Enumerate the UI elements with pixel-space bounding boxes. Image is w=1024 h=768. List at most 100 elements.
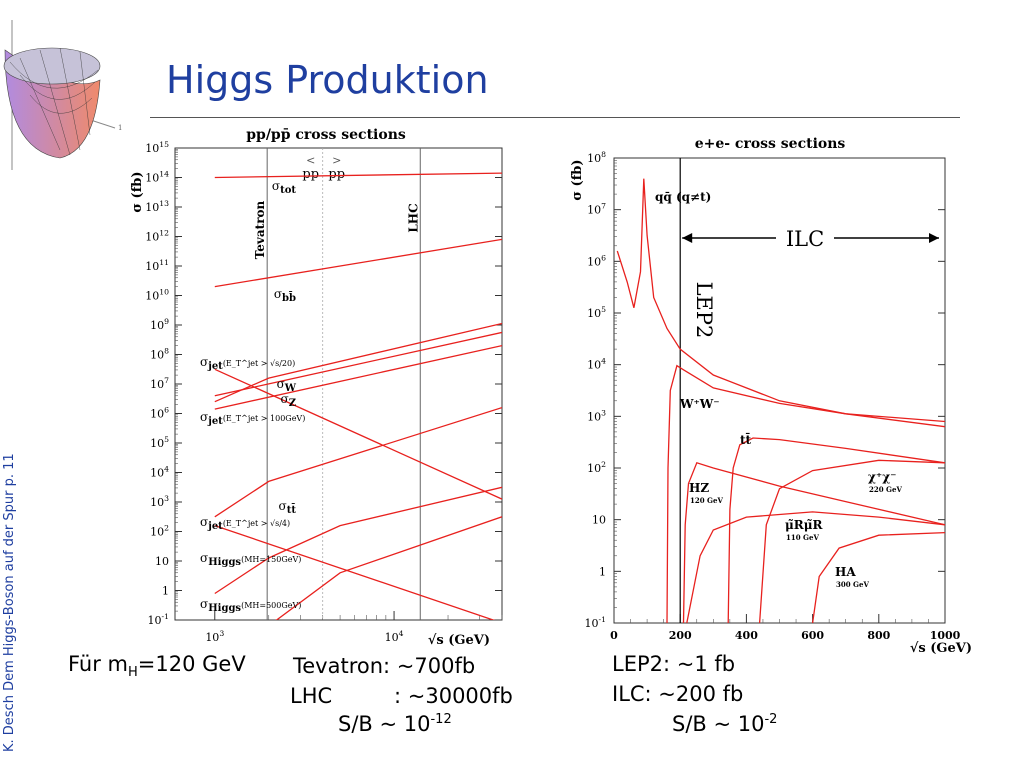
pp-series-line <box>214 344 502 410</box>
caption-lhc-value: : ~30000fb <box>394 684 513 708</box>
caption-tevatron: Tevatron: ~700fb <box>293 654 476 678</box>
ee-series-sublabel: 220 GeV <box>869 485 902 494</box>
pp-x-tick-label: 104 <box>385 629 404 644</box>
pp-arrow: > <box>332 154 341 167</box>
svg-text:1: 1 <box>118 124 122 132</box>
ee-y-tick-label: 104 <box>587 357 606 372</box>
ee-x-tick-label: 800 <box>867 629 890 642</box>
caption-higgs-mass: Für mH=120 GeV <box>68 652 246 680</box>
caption-mh-prefix: Für m <box>68 652 129 676</box>
pp-y-tick-label: 1013 <box>145 199 169 214</box>
pp-bar-label: pp <box>302 167 319 182</box>
pp-series-label: σtot <box>272 179 296 196</box>
pp-series-label: σHiggs(MH=150GeV) <box>200 551 301 568</box>
caption-sb-left-exp: -12 <box>430 712 452 727</box>
ee-x-tick-label: 400 <box>735 629 758 642</box>
pp-series-label: σtt̄ <box>279 499 297 516</box>
caption-sb-right: S/B ~ 10-2 <box>672 712 777 736</box>
pp-series-label: σbb̄ <box>274 287 296 304</box>
lep2-label: LEP2 <box>692 282 716 339</box>
caption-sb-right-prefix: S/B ~ 10 <box>672 712 765 736</box>
pp-series-line <box>214 368 502 500</box>
caption-mh-suffix: =120 GeV <box>137 652 246 676</box>
ee-y-axis-label: σ (fb) <box>570 159 585 200</box>
ilc-arrowhead-right <box>929 233 939 243</box>
caption-mh-sub: H <box>128 665 138 681</box>
ee-series-group <box>616 178 945 623</box>
pp-series-line <box>214 486 502 595</box>
pp-series-label: σHiggs(MH=500GeV) <box>200 597 301 614</box>
ilc-label: ILC <box>786 227 824 251</box>
pp-series-label: σjet(E_T^jet > √s/20) <box>200 355 295 372</box>
ee-series-label: HA <box>835 565 856 579</box>
ee-series-label: W⁺W⁻ <box>679 397 720 411</box>
ee-y-tick-label: 103 <box>587 408 606 423</box>
pp-series-line <box>214 322 502 403</box>
pp-bar-arrow: < <box>306 154 315 167</box>
caption-ilc: ILC: ~200 fb <box>612 682 744 706</box>
ee-x-tick-label: 0 <box>610 629 618 642</box>
pp-x-tick-label: 103 <box>205 629 224 644</box>
pp-y-tick-label: 104 <box>150 465 169 480</box>
pp-series-line <box>275 516 502 620</box>
ee-series-label: μ̃Rμ̃R <box>785 518 824 532</box>
pp-y-tick-label: 1014 <box>145 170 169 185</box>
ee-series-label: HZ <box>689 481 709 495</box>
ee-series-line <box>811 531 945 623</box>
caption-sb-left-prefix: S/B ~ 10 <box>338 712 431 736</box>
ee-series-line <box>682 461 945 623</box>
pp-series-label: σW <box>277 377 297 394</box>
ee-series-sublabel: 300 GeV <box>836 580 869 589</box>
ee-y-tick-label: 105 <box>587 305 606 320</box>
ee-series-label: χ⁺χ⁻ <box>868 470 896 484</box>
pp-y-tick-label: 10-1 <box>148 612 170 627</box>
pp-y-tick-label: 1011 <box>145 258 169 273</box>
caption-sb-left: S/B ~ 10-12 <box>338 712 452 736</box>
ee-x-tick-label: 1000 <box>930 629 961 642</box>
caption-sb-right-exp: -2 <box>764 712 778 727</box>
ee-y-tick-label: 108 <box>587 150 606 165</box>
ee-series-label: qq̄ (q≠t) <box>655 190 711 204</box>
pp-series-line <box>214 524 496 620</box>
ee-y-tick-label: 10 <box>592 514 606 527</box>
pp-y-tick-label: 1010 <box>145 288 169 303</box>
slide-title: Higgs Produktion <box>166 58 489 102</box>
ee-series-label: tt̄ <box>740 431 752 447</box>
ee-y-tick-label: 1 <box>599 565 606 578</box>
ee-series-line <box>758 459 945 623</box>
pp-series-group <box>214 172 502 620</box>
pp-series-label: σjet(E_T^jet > 100GeV) <box>200 410 305 427</box>
pp-series-line <box>214 172 502 179</box>
pp-x-axis-label: √s (GeV) <box>428 633 490 648</box>
pp-series-line <box>214 406 502 518</box>
ee-series-line <box>727 437 945 623</box>
pp-y-tick-label: 1 <box>162 585 169 598</box>
pp-y-tick-label: 108 <box>150 347 169 362</box>
pp-y-tick-label: 1015 <box>145 140 169 155</box>
ilc-arrowhead-left <box>682 233 693 243</box>
ee-x-tick-label: 200 <box>669 629 692 642</box>
ee-series-line <box>686 511 945 623</box>
pp-chart-title: pp/pp̄ cross sections <box>246 127 406 143</box>
lhc-label: LHC <box>406 203 420 232</box>
ee-y-tick-label: 10-1 <box>585 615 607 630</box>
pp-series-line <box>214 331 502 397</box>
tevatron-label: Tevatron <box>253 200 267 259</box>
pp-y-tick-label: 107 <box>150 376 169 391</box>
pp-y-tick-label: 1012 <box>145 229 169 244</box>
ee-series-line <box>666 364 945 623</box>
ee-series-line <box>616 178 945 428</box>
pp-y-tick-label: 10 <box>155 555 169 568</box>
ee-x-axis-label: √s (GeV) <box>910 641 972 656</box>
pp-y-tick-label: 109 <box>150 317 169 332</box>
pp-y-tick-label: 102 <box>150 524 169 539</box>
ee-plot-frame <box>613 157 946 624</box>
ee-series-sublabel: 120 GeV <box>690 496 723 505</box>
pp-y-tick-label: 105 <box>150 435 169 450</box>
pp-series-label: σZ <box>280 392 296 409</box>
ee-y-tick-label: 102 <box>587 460 606 475</box>
ee-y-tick-label: 107 <box>587 202 606 217</box>
pp-y-tick-label: 103 <box>150 494 169 509</box>
title-divider <box>150 117 960 118</box>
